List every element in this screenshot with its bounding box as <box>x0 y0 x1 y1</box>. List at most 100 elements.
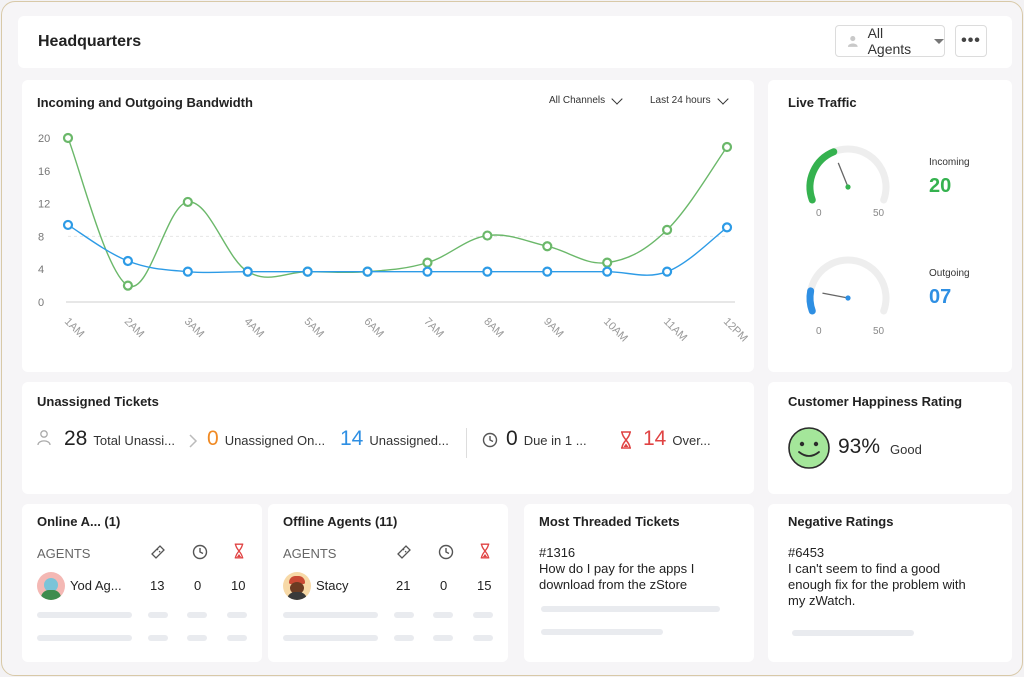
data-point[interactable] <box>542 241 553 252</box>
agent-tickets-count: 13 <box>150 578 165 593</box>
data-point[interactable] <box>422 257 433 268</box>
negative-ratings-title: Negative Ratings <box>788 514 894 529</box>
total-unassigned-count: 28 <box>64 427 88 450</box>
y-tick-label: 12 <box>38 199 50 211</box>
y-tick-label: 16 <box>38 166 50 178</box>
agent-tickets-count: 21 <box>396 578 411 593</box>
x-tick-label: 10AM <box>601 316 630 345</box>
ticket-subject-line: download from the zStore <box>539 577 688 592</box>
skeleton-line <box>433 635 453 641</box>
unassigned-offline-stat[interactable]: 14 Unassigned... <box>340 427 449 451</box>
y-tick-label: 4 <box>38 264 44 276</box>
ticket-icon <box>397 545 411 559</box>
series-line <box>67 224 728 276</box>
data-point[interactable] <box>721 222 733 233</box>
time-filter[interactable]: Last 24 hours <box>650 92 729 106</box>
data-point[interactable] <box>182 196 193 208</box>
data-point[interactable] <box>602 257 613 268</box>
skeleton-line <box>394 635 414 641</box>
data-point[interactable] <box>62 219 74 231</box>
incoming-label: Incoming <box>929 157 970 168</box>
agent-overdue-count: 10 <box>231 578 246 593</box>
data-point[interactable] <box>482 230 493 241</box>
x-tick-label: 5AM <box>302 316 326 340</box>
agents-filter-dropdown[interactable]: All Agents <box>835 25 945 57</box>
agents-column-header: AGENTS <box>283 546 337 561</box>
data-point[interactable] <box>302 266 313 277</box>
skeleton-line <box>148 635 168 641</box>
incoming-gauge-min: 0 <box>816 208 822 219</box>
outgoing-gauge <box>806 256 890 315</box>
data-point[interactable] <box>362 266 373 277</box>
x-tick-label: 12PM <box>721 316 750 345</box>
data-point[interactable] <box>62 132 74 144</box>
total-unassigned-stat[interactable]: 28 Total Unassi... <box>64 427 175 451</box>
data-point[interactable] <box>242 266 253 277</box>
unassigned-offline-label: Unassigned... <box>369 433 449 448</box>
data-point[interactable] <box>122 280 134 291</box>
bandwidth-title: Incoming and Outgoing Bandwidth <box>37 95 253 110</box>
skeleton-line <box>473 635 493 641</box>
skeleton-line <box>283 635 378 641</box>
data-point[interactable] <box>661 266 673 277</box>
data-point[interactable] <box>422 266 433 277</box>
clock-icon <box>482 432 498 448</box>
skeleton-line <box>187 635 207 641</box>
bandwidth-card: Incoming and Outgoing Bandwidth All Chan… <box>22 80 754 372</box>
channels-filter[interactable]: All Channels <box>549 92 623 106</box>
live-traffic-card: Live Traffic 0 50 Incoming 20 0 50 Outgo… <box>768 80 1012 372</box>
skeleton-line <box>283 612 378 618</box>
data-point[interactable] <box>482 266 493 277</box>
ticket-id[interactable]: #1316 <box>539 545 576 560</box>
data-point[interactable] <box>602 266 613 277</box>
page-title: Headquarters <box>38 33 142 50</box>
rating-comment-line: my zWatch. <box>788 593 856 608</box>
skeleton-line <box>541 629 663 635</box>
data-point[interactable] <box>182 266 193 277</box>
most-threaded-title: Most Threaded Tickets <box>539 514 680 529</box>
total-unassigned-label: Total Unassi... <box>93 433 176 448</box>
person-icon <box>847 36 858 47</box>
agent-name[interactable]: Yod Ag... <box>70 578 122 593</box>
unassigned-online-stat[interactable]: 0 Unassigned On... <box>207 427 325 451</box>
data-point[interactable] <box>542 266 553 277</box>
online-agents-card: Online A... (1) AGENTS Yod Ag... 13 0 10 <box>22 504 262 662</box>
due-soon-stat[interactable]: 0 Due in 1 ... <box>506 427 587 451</box>
data-point[interactable] <box>721 141 733 153</box>
data-point[interactable] <box>122 255 134 267</box>
agent-time-count: 0 <box>440 578 448 593</box>
divider <box>466 428 467 458</box>
outgoing-gauge-min: 0 <box>816 326 822 337</box>
incoming-gauge <box>806 145 890 204</box>
x-tick-label: 11AM <box>661 316 689 344</box>
unassigned-tickets-card: Unassigned Tickets 28 Total Unassi... 0 … <box>22 382 754 494</box>
negative-ratings-card: Negative Ratings #6453 I can't seem to f… <box>768 504 1012 662</box>
skeleton-line <box>227 612 247 618</box>
agent-name[interactable]: Stacy <box>316 578 349 593</box>
series-line <box>67 137 728 288</box>
happiness-percent: 93% <box>838 435 881 458</box>
clock-icon <box>192 544 208 560</box>
overdue-count: 14 <box>643 427 667 450</box>
incoming-value: 20 <box>929 175 952 197</box>
happiness-label: Good <box>890 442 922 457</box>
skeleton-line <box>433 612 453 618</box>
ticket-id[interactable]: #6453 <box>788 545 825 560</box>
x-tick-label: 9AM <box>541 316 565 340</box>
x-tick-label: 8AM <box>481 316 505 340</box>
chevron-right-icon <box>189 434 198 448</box>
rating-comment-line: enough fix for the problem with <box>788 577 966 592</box>
skeleton-line <box>187 612 207 618</box>
y-tick-label: 0 <box>38 297 44 309</box>
data-point[interactable] <box>661 224 673 235</box>
x-tick-label: 6AM <box>361 316 385 340</box>
gauge-fill <box>806 287 816 315</box>
due-soon-count: 0 <box>506 427 518 450</box>
more-options-button[interactable]: ••• <box>955 25 987 57</box>
overdue-stat[interactable]: 14 Over... <box>643 427 711 451</box>
most-threaded-tickets-card: Most Threaded Tickets #1316 How do I pay… <box>524 504 754 662</box>
channels-filter-label: All Channels <box>549 95 606 106</box>
outgoing-value: 07 <box>929 286 952 308</box>
skeleton-line <box>227 635 247 641</box>
skeleton-line <box>394 612 414 618</box>
